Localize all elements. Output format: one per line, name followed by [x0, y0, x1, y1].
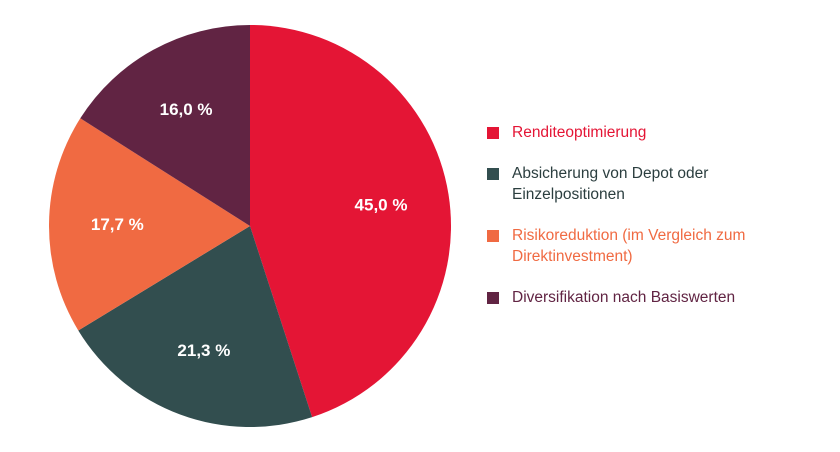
pie-slice — [78, 226, 313, 427]
legend-swatch — [487, 168, 499, 180]
legend-label: Absicherung von Depot oder Einzelpositio… — [512, 165, 709, 203]
legend-swatch — [487, 127, 499, 139]
legend-label: Renditeoptimierung — [512, 124, 647, 141]
legend-label: Risikoreduktion (im Vergleich zum Direkt… — [512, 227, 746, 265]
legend-item: Risikoreduktion (im Vergleich zum Direkt… — [487, 225, 787, 267]
slice-value-label: 21,3 % — [177, 341, 230, 360]
chart-legend: Renditeoptimierung Absicherung von Depot … — [487, 122, 787, 328]
slice-value-label: 17,7 % — [91, 215, 144, 234]
legend-swatch — [487, 292, 499, 304]
legend-label: Diversifikation nach Basiswerten — [512, 289, 736, 306]
slice-value-label: 45,0 % — [355, 196, 408, 215]
slice-value-label: 16,0 % — [160, 100, 213, 119]
pie-slice — [250, 25, 451, 418]
pie-slice — [48, 118, 250, 331]
legend-swatch — [487, 230, 499, 242]
pie-slice — [80, 24, 250, 226]
legend-item: Diversifikation nach Basiswerten — [487, 287, 787, 308]
legend-item: Renditeoptimierung — [487, 122, 787, 143]
legend-item: Absicherung von Depot oder Einzelpositio… — [487, 163, 787, 205]
